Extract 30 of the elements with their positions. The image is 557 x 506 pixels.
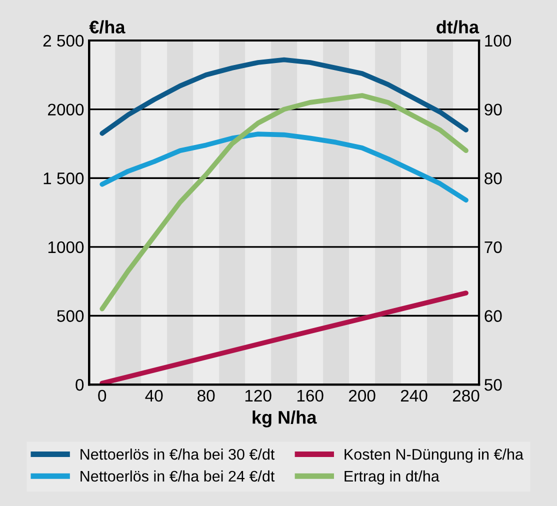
y2-axis-title: dt/ha: [436, 20, 480, 34]
legend-label: Kosten N-Düngung in €/ha: [344, 448, 524, 463]
x-axis-title: kg N/ha: [252, 410, 317, 428]
y-tick-label: 500: [57, 310, 84, 322]
y-tick-label: 1 500: [44, 172, 84, 184]
y2-tick-label: 90: [484, 104, 502, 116]
line-series: [100, 132, 468, 203]
line-series: [100, 57, 468, 136]
x-tick-label: 160: [297, 390, 324, 402]
y2-tick-label: 50: [484, 378, 502, 391]
x-tick-label: 200: [348, 390, 376, 402]
y-tick-label: 2000: [48, 104, 84, 116]
legend-label: Nettoerlös in €/ha bei 30 €/dt: [80, 448, 275, 460]
x-tick-label: 240: [400, 390, 428, 402]
x-tick-label: 80: [198, 390, 215, 402]
x-tick-label: 120: [245, 390, 272, 402]
y2-tick-label: 60: [484, 310, 502, 322]
x-tick-label: 280: [452, 390, 480, 402]
y2-tick-label: 80: [484, 172, 502, 184]
legend-label: Nettoerlös in €/ha bei 24 €/dt: [80, 470, 275, 482]
y2-tick-label: 100: [485, 34, 512, 47]
y-tick-label: 1000: [48, 241, 84, 254]
y-tick-label: 2 500: [43, 34, 84, 47]
x-tick-label: 40: [145, 390, 163, 402]
line-series: [100, 93, 468, 312]
y2-tick-label: 70: [484, 241, 502, 254]
y-axis-title: €/ha: [89, 20, 126, 34]
y-tick-label: 0: [76, 378, 84, 391]
x-tick-label: 0: [98, 390, 106, 402]
legend-label: Ertrag in dt/ha: [344, 470, 440, 485]
